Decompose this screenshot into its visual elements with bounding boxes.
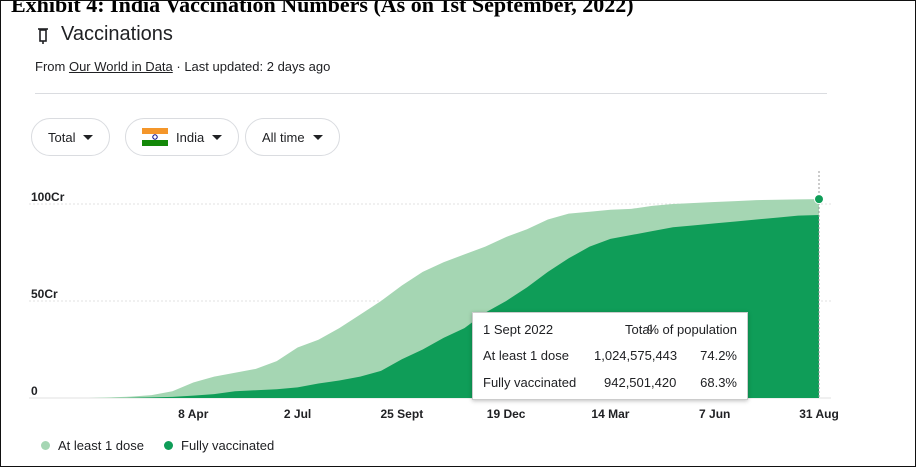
y-tick-label: 100Cr xyxy=(31,190,65,204)
exhibit-title: Exhibit 4: India Vaccination Numbers (As… xyxy=(11,0,634,17)
x-tick-label: 25 Sept xyxy=(381,407,424,421)
tooltip-col: Total xyxy=(625,322,653,337)
filter-label: India xyxy=(176,129,205,145)
legend-item[interactable]: At least 1 dose xyxy=(41,438,144,453)
flag-icon xyxy=(142,128,168,146)
source-link[interactable]: Our World in Data xyxy=(68,59,173,74)
legend-label: At least 1 dose xyxy=(58,438,144,453)
x-tick-label: 7 Jun xyxy=(699,407,730,421)
filter-label: All time xyxy=(262,129,305,145)
divider xyxy=(35,93,827,94)
legend-item[interactable]: Fully vaccinated xyxy=(164,438,274,453)
tooltip-col: % of population xyxy=(647,322,737,337)
syringe-icon xyxy=(38,27,48,44)
x-tick-label: 8 Apr xyxy=(178,407,209,421)
x-tick-label: 14 Mar xyxy=(591,407,629,421)
tooltip-row-name: Fully vaccinated xyxy=(483,375,577,390)
tooltip-total: 942,501,420 xyxy=(604,375,677,390)
legend: At least 1 dose Fully vaccinated xyxy=(41,438,274,453)
end-dot xyxy=(814,194,824,205)
tooltip-total: 1,024,575,443 xyxy=(594,348,678,363)
tooltip-date: 1 Sept 2022 xyxy=(483,322,554,337)
x-tick-label: 19 Dec xyxy=(487,407,526,421)
title: Vaccinations xyxy=(61,23,173,45)
header: Vaccinations xyxy=(35,23,173,46)
filter-button[interactable]: India xyxy=(125,118,240,156)
tooltip-pct: 68.3% xyxy=(700,375,737,390)
tooltip: 1 Sept 2022 Total % of population At lea… xyxy=(472,312,748,400)
y-tick-label: 50Cr xyxy=(31,287,58,301)
x-tick-label: 31 Aug xyxy=(799,407,839,421)
filter-button[interactable]: Total xyxy=(31,118,111,156)
updated: · Last updated: 2 days ago xyxy=(176,59,331,74)
source-prefix: From xyxy=(35,59,66,74)
y-tick-label: 0 xyxy=(31,384,38,398)
filter-button[interactable]: All time xyxy=(245,118,340,156)
tooltip-row-name: At least 1 dose xyxy=(483,348,569,363)
source: From Our World in Data · Last updated: 2… xyxy=(35,59,330,74)
x-tick-label: 2 Jul xyxy=(284,407,311,421)
legend-swatch xyxy=(41,441,50,450)
legend-swatch xyxy=(164,441,173,450)
legend-label: Fully vaccinated xyxy=(181,438,275,453)
filter-label: Total xyxy=(48,129,76,145)
tooltip-pct: 74.2% xyxy=(700,348,737,363)
